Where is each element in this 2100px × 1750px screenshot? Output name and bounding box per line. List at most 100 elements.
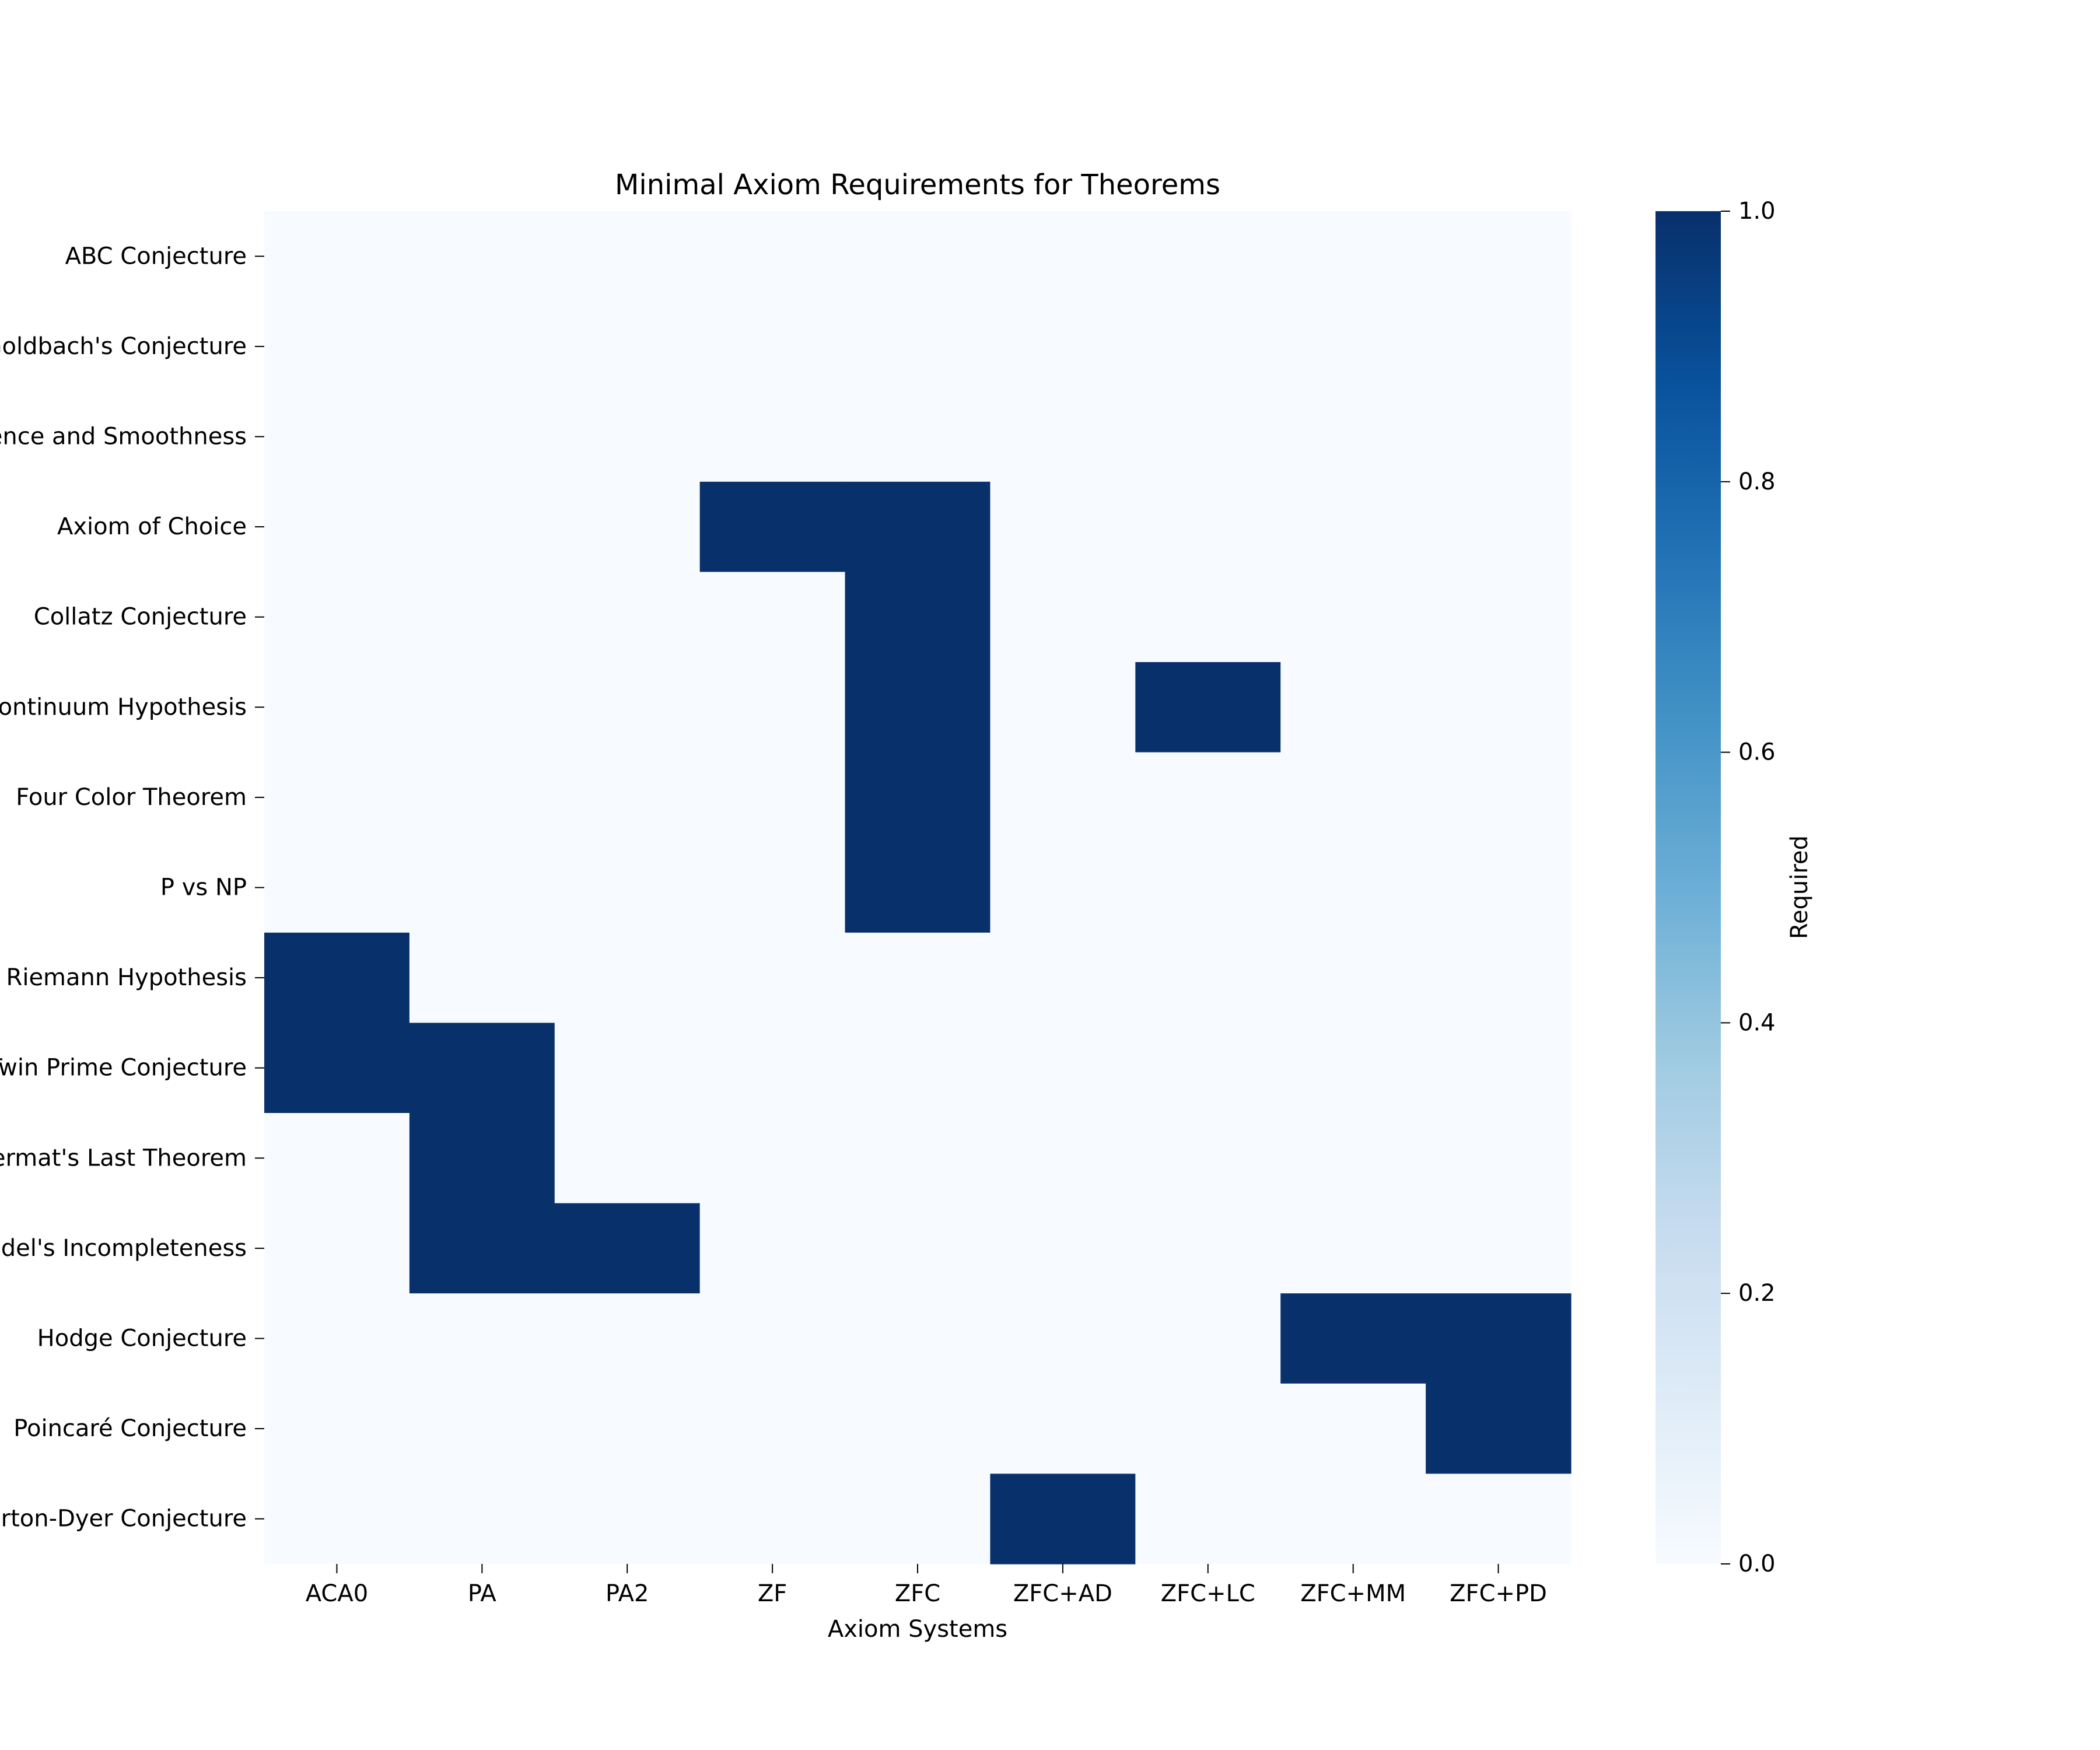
- heatmap-cell: [845, 662, 991, 753]
- colorbar: 0.0 0.2 0.4 0.6 0.8 1.0 Required: [1656, 198, 1813, 1577]
- heatmap-cell: [554, 1383, 701, 1474]
- heatmap-cell: [1280, 1113, 1426, 1204]
- heatmap-grid: [264, 211, 1572, 1564]
- heatmap-cell: [1426, 211, 1572, 302]
- x-tick-label: ZFC+PD: [1450, 1580, 1547, 1607]
- y-tick-label: Poincaré Conjecture: [13, 1415, 247, 1442]
- heatmap-cell: [990, 1383, 1136, 1474]
- heatmap-cell: [554, 481, 701, 572]
- heatmap-cell: [845, 481, 991, 572]
- heatmap-cell: [699, 932, 846, 1023]
- heatmap-cell: [1426, 932, 1572, 1023]
- heatmap-cell: [409, 752, 555, 843]
- heatmap-cell: [554, 1474, 701, 1564]
- heatmap-cell: [1426, 752, 1572, 843]
- heatmap-cell: [1135, 481, 1281, 572]
- heatmap-cell: [845, 301, 991, 392]
- heatmap-cell: [990, 301, 1136, 392]
- heatmap-cell: [845, 932, 991, 1023]
- heatmap-cell: [1135, 572, 1281, 663]
- heatmap-cell: [264, 842, 410, 933]
- heatmap-cell: [409, 1203, 555, 1294]
- x-tick-label: ZFC+LC: [1161, 1580, 1255, 1607]
- heatmap-cell: [845, 842, 991, 933]
- heatmap-cell: [409, 1113, 555, 1204]
- x-tick-label: PA: [468, 1580, 497, 1607]
- heatmap-cell: [990, 932, 1136, 1023]
- heatmap-cell: [845, 1203, 991, 1294]
- heatmap-cell: [409, 572, 555, 663]
- colorbar-tick-label: 0.2: [1738, 1280, 1776, 1307]
- heatmap-cell: [990, 1293, 1136, 1384]
- heatmap-cell: [409, 932, 555, 1023]
- heatmap-cell: [409, 1383, 555, 1474]
- heatmap-cell: [1280, 662, 1426, 753]
- heatmap-cell: [264, 932, 410, 1023]
- heatmap-cell: [699, 391, 846, 482]
- heatmap-cell: [1135, 391, 1281, 482]
- heatmap-cell: [1426, 301, 1572, 392]
- heatmap-cell: [1426, 481, 1572, 572]
- y-tick-label: Twin Prime Conjecture: [0, 1055, 247, 1082]
- heatmap-cell: [1135, 932, 1281, 1023]
- heatmap-cell: [1135, 1293, 1281, 1384]
- colorbar-label: Required: [1786, 835, 1813, 939]
- chart-title: Minimal Axiom Requirements for Theorems: [615, 169, 1220, 201]
- heatmap-cell: [554, 662, 701, 753]
- heatmap-cell: [845, 1383, 991, 1474]
- heatmap-cell: [990, 211, 1136, 302]
- heatmap-cell: [409, 301, 555, 392]
- heatmap-cell: [699, 572, 846, 663]
- heatmap-cell: [1426, 1474, 1572, 1564]
- y-tick-label: Hodge Conjecture: [37, 1325, 247, 1352]
- x-tick-label: ACA0: [306, 1580, 368, 1607]
- y-axis: ABC Conjecture Goldbach's Conjecture Navie…: [0, 243, 264, 1532]
- heatmap-cell: [699, 301, 846, 392]
- heatmap-cell: [1280, 1474, 1426, 1564]
- heatmap-cell: [554, 932, 701, 1023]
- heatmap-cell: [1280, 1293, 1426, 1384]
- heatmap-cell: [554, 572, 701, 663]
- heatmap-cell: [264, 1293, 410, 1384]
- heatmap-cell: [1135, 1113, 1281, 1204]
- heatmap-cell: [990, 842, 1136, 933]
- heatmap-cell: [264, 662, 410, 753]
- heatmap-cell: [990, 391, 1136, 482]
- heatmap-cell: [1280, 481, 1426, 572]
- heatmap-cell: [1426, 1383, 1572, 1474]
- x-tick-label: PA2: [606, 1580, 649, 1607]
- heatmap-cell: [554, 752, 701, 843]
- heatmap-cell: [845, 752, 991, 843]
- y-tick-label: Collatz Conjecture: [34, 604, 247, 631]
- x-tick-label: ZFC: [895, 1580, 940, 1607]
- heatmap-cell: [699, 1113, 846, 1204]
- y-tick-label: Axiom of Choice: [57, 513, 247, 540]
- y-tick-label: ABC Conjecture: [65, 243, 247, 270]
- heatmap-cell: [409, 211, 555, 302]
- heatmap-cell: [1280, 1203, 1426, 1294]
- x-axis-label: Axiom Systems: [828, 1616, 1007, 1643]
- heatmap-cell: [1280, 572, 1426, 663]
- heatmap-cell: [1135, 662, 1281, 753]
- y-tick-label: Four Color Theorem: [16, 784, 247, 811]
- heatmap-cell: [1280, 842, 1426, 933]
- heatmap-cell: [409, 1474, 555, 1564]
- x-tick-label: ZFC+AD: [1013, 1580, 1112, 1607]
- heatmap-cell: [699, 842, 846, 933]
- heatmap-cell: [554, 1023, 701, 1114]
- heatmap-cell: [1280, 391, 1426, 482]
- heatmap-cell: [409, 1023, 555, 1114]
- heatmap-cell: [699, 752, 846, 843]
- heatmap-cell: [554, 1293, 701, 1384]
- heatmap-cell: [699, 211, 846, 302]
- heatmap-cell: [554, 301, 701, 392]
- heatmap-cell: [264, 572, 410, 663]
- heatmap-cell: [554, 1203, 701, 1294]
- heatmap-cell: [1135, 301, 1281, 392]
- heatmap-cell: [264, 301, 410, 392]
- heatmap-cell: [409, 391, 555, 482]
- x-tick-label: ZF: [758, 1580, 787, 1607]
- y-tick-label: Gödel's Incompleteness: [0, 1235, 247, 1262]
- heatmap-cell: [845, 1113, 991, 1204]
- heatmap-cell: [1426, 662, 1572, 753]
